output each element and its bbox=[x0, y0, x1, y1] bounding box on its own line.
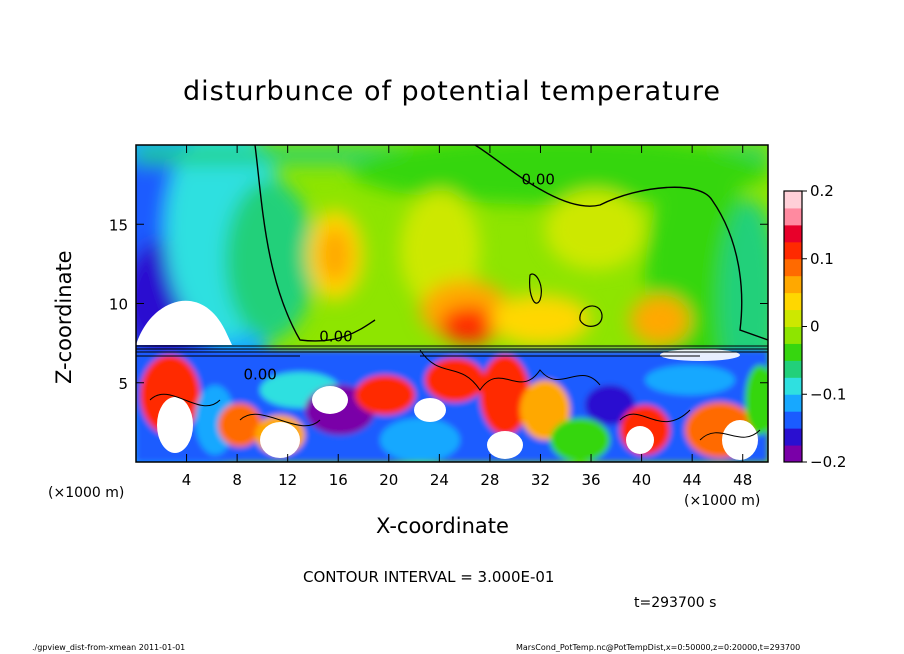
colorbar-tick-label: −0.1 bbox=[810, 385, 846, 403]
y-tick-label: 5 bbox=[118, 375, 128, 393]
x-unit-right: (×1000 m) bbox=[684, 493, 761, 509]
x-tick-label: 4 bbox=[182, 471, 192, 489]
contour-label: 0.00 bbox=[522, 171, 555, 189]
y-axis-label: Z-coordinate bbox=[52, 250, 76, 384]
colorbar-tick-label: 0.2 bbox=[810, 182, 834, 200]
colorbar-swatch bbox=[784, 275, 802, 294]
time-label: t=293700 s bbox=[634, 595, 717, 611]
colorbar: 0.2 0.1 0 −0.1 −0.2 bbox=[783, 182, 846, 471]
x-tick-label: 36 bbox=[581, 471, 600, 489]
colorbar-swatch bbox=[784, 360, 802, 378]
x-tick-label: 20 bbox=[379, 471, 398, 489]
colorbar-swatch bbox=[784, 343, 802, 361]
colorbar-swatch bbox=[784, 326, 802, 344]
colorbar-swatch bbox=[784, 191, 802, 209]
footer-right: MarsCond_PotTemp.nc@PotTempDist,x=0:5000… bbox=[516, 643, 801, 652]
x-axis: 4 8 12 16 20 24 28 32 36 40 44 48 bbox=[182, 145, 752, 489]
colorbar-swatch bbox=[784, 207, 802, 226]
colorbar-swatch bbox=[784, 445, 802, 463]
footer-left: ./gpview_dist-from-xmean 2011-01-01 bbox=[32, 643, 186, 652]
colorbar-swatch bbox=[784, 428, 802, 446]
contour-labels: 0.00 0.00 0.00 bbox=[243, 171, 554, 384]
colorbar-tick-label: 0 bbox=[810, 318, 820, 336]
colorbar-tick-label: −0.2 bbox=[810, 453, 846, 471]
x-tick-label: 8 bbox=[232, 471, 242, 489]
x-axis-label: X-coordinate bbox=[376, 514, 509, 538]
colorbar-swatch bbox=[784, 241, 802, 260]
colorbar-swatch bbox=[784, 411, 802, 429]
chart-title: disturbunce of potential temperature bbox=[183, 76, 721, 107]
colorbar-swatch bbox=[784, 309, 802, 327]
colorbar-swatch bbox=[784, 377, 802, 395]
x-tick-label: 16 bbox=[329, 471, 348, 489]
contour-label: 0.00 bbox=[243, 366, 276, 384]
x-tick-label: 12 bbox=[278, 471, 297, 489]
y-tick-label: 15 bbox=[109, 216, 128, 234]
y-tick-label: 10 bbox=[109, 296, 128, 314]
contour-label: 0.00 bbox=[319, 328, 352, 346]
colorbar-swatch bbox=[784, 258, 802, 277]
colorbar-swatch bbox=[784, 292, 802, 311]
x-tick-label: 48 bbox=[733, 471, 752, 489]
colorbar-swatch bbox=[784, 394, 802, 412]
x-unit-left: (×1000 m) bbox=[48, 485, 125, 501]
x-tick-label: 32 bbox=[531, 471, 550, 489]
contour-interval-label: CONTOUR INTERVAL = 3.000E-01 bbox=[303, 568, 555, 586]
x-tick-label: 40 bbox=[632, 471, 651, 489]
x-tick-label: 28 bbox=[480, 471, 499, 489]
y-axis: 5 10 15 bbox=[109, 216, 768, 393]
colorbar-swatch bbox=[784, 224, 802, 243]
colorbar-tick-label: 0.1 bbox=[810, 250, 834, 268]
x-tick-label: 24 bbox=[430, 471, 449, 489]
x-tick-label: 44 bbox=[683, 471, 702, 489]
heatmap-field bbox=[136, 145, 768, 462]
